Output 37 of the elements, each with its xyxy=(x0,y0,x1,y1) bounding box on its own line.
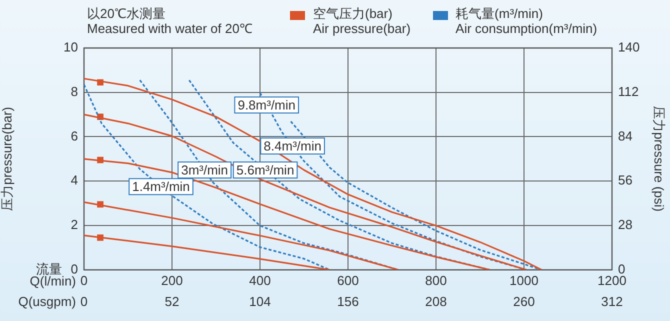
chart-subtitle: 以20℃水测量 Measured with water of 20℃ xyxy=(87,6,252,36)
x2-tick-label: 0 xyxy=(80,294,88,309)
x2-tick-label: 104 xyxy=(249,294,271,309)
x2-axis-title: Q(usgpm) xyxy=(18,294,76,309)
text: 流量 xyxy=(36,261,62,276)
annotation: 1.4m³/min xyxy=(132,179,190,194)
legend-label: 耗气量(m³/min) Air consumption(m³/min) xyxy=(456,6,598,36)
x-tick-label: 800 xyxy=(425,273,447,288)
y2-tick-label: 56 xyxy=(618,172,632,188)
y2-tick-label: 112 xyxy=(618,84,639,99)
y2-tick-label: 28 xyxy=(618,217,632,232)
line-series xyxy=(84,84,330,270)
y-tick-label: 0 xyxy=(70,261,78,276)
y-tick-label: 2 xyxy=(70,217,78,232)
x-tick-label: 1000 xyxy=(510,273,538,288)
x-tick-label: 400 xyxy=(249,273,271,288)
annotation: 5.6m³/min xyxy=(236,162,294,178)
y-tick-label: 6 xyxy=(70,128,78,144)
x2-tick-label: 312 xyxy=(601,294,623,309)
annotation: 9.8m³/min xyxy=(238,98,296,113)
x-tick-label: 200 xyxy=(161,273,183,288)
annotation: 8.4m³/min xyxy=(264,138,322,154)
x2-tick-label: 260 xyxy=(513,294,535,309)
y2-tick-label: 140 xyxy=(618,40,640,55)
y2-tick-label: 84 xyxy=(618,128,632,144)
y-axis-title: 压力pressure(bar) xyxy=(0,106,14,211)
x2-tick-label: 156 xyxy=(337,294,359,309)
y-tick-label: 10 xyxy=(64,40,78,55)
y-tick-label: 4 xyxy=(70,172,78,188)
annotation: 3m³/min xyxy=(181,162,228,178)
x2-tick-label: 52 xyxy=(164,294,180,309)
x-tick-label: 0 xyxy=(80,273,88,288)
x-tick-label: 600 xyxy=(337,273,359,288)
legend-label: 空气压力(bar) Air pressure(bar) xyxy=(313,6,411,36)
x2-tick-label: 208 xyxy=(425,294,447,309)
y2-axis-title: 压力pressure (psi) xyxy=(652,106,667,212)
y-tick-label: 8 xyxy=(70,84,78,99)
